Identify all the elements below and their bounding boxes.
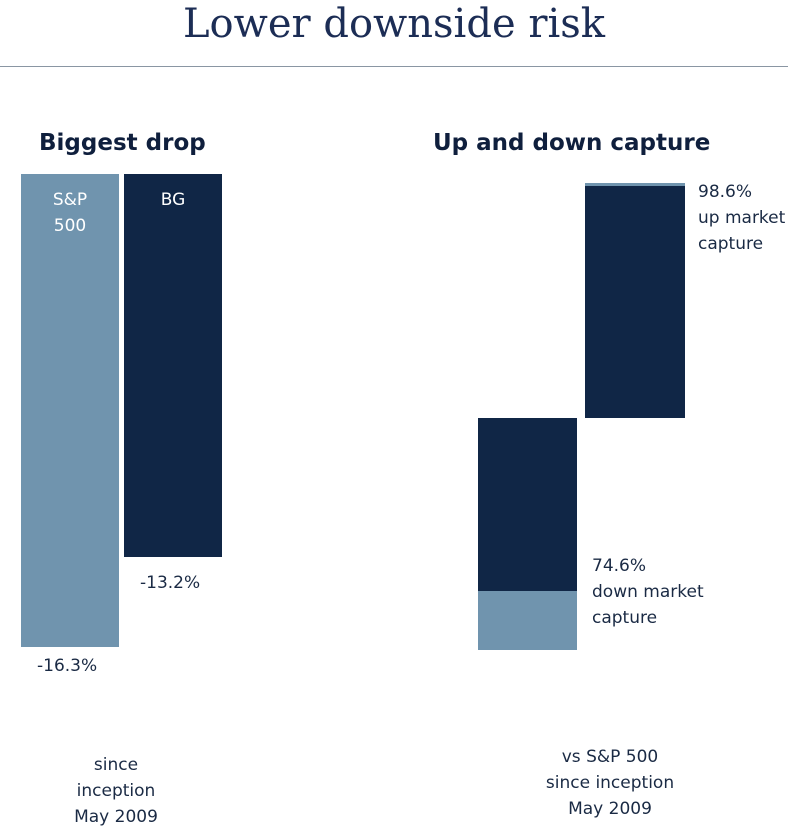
page-title: Lower downside risk (182, 1, 606, 47)
bar-bg-drop (124, 174, 222, 558)
value-line: down market (592, 582, 704, 602)
footnote-biggest-drop: since inception May 2009 (21, 752, 211, 830)
bar-label-sp500: S&P 500 (21, 187, 119, 239)
value-label-bg: -13.2% (140, 573, 201, 594)
footnote-line: May 2009 (568, 799, 652, 819)
footnote-line: inception (76, 781, 156, 801)
footnote-line: vs S&P 500 (561, 747, 659, 767)
footnote-line: since inception (545, 773, 675, 793)
value-line: capture (592, 608, 658, 628)
value-label-sp500: -16.3% (37, 656, 98, 676)
value-label-down-capture: 74.6% down market capture (592, 553, 704, 631)
value-line: capture (698, 234, 764, 254)
capture-title: Up and down capture (433, 130, 711, 156)
footnote-line: May 2009 (74, 807, 158, 827)
bar-label-line: 500 (53, 216, 87, 236)
biggest-drop-title: Biggest drop (39, 130, 206, 156)
bar-sp500-drop (21, 174, 119, 647)
bar-down-capture-value (478, 418, 577, 592)
title-divider (0, 66, 788, 67)
bar-label-line: BG (160, 190, 186, 210)
value-line: 98.6% (698, 182, 753, 202)
value-line: 74.6% (592, 556, 647, 576)
footnote-line: since (93, 755, 139, 775)
value-label-up-capture: 98.6% up market capture (698, 179, 785, 257)
bar-up-capture-value (585, 186, 685, 418)
footnote-capture: vs S&P 500 since inception May 2009 (510, 744, 710, 822)
value-line: up market (698, 208, 786, 228)
bar-label-bg: BG (124, 187, 222, 213)
bar-label-line: S&P (52, 190, 88, 210)
